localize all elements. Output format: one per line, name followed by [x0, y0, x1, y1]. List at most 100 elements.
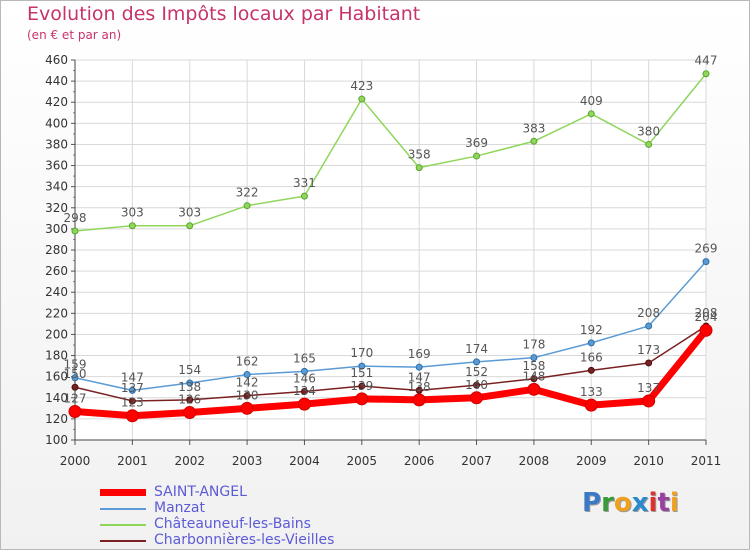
point-chateauneuf-les-bains-2007 [473, 152, 481, 160]
data-label-manzat-2003: 162 [236, 355, 259, 369]
point-charbonnieres-les-vieilles-2003 [243, 392, 251, 400]
y-tick-label-340: 340 [45, 180, 68, 194]
logo-letter-1: r [601, 488, 614, 518]
y-tick-label-460: 460 [45, 53, 68, 67]
point-chateauneuf-les-bains-2004 [300, 192, 308, 200]
y-tick-label-280: 280 [45, 243, 68, 257]
data-label-saint-angel-2007: 140 [465, 378, 488, 392]
y-tick-label-400: 400 [45, 116, 68, 130]
data-label-chateauneuf-les-bains-2006: 358 [408, 148, 431, 162]
data-label-chateauneuf-les-bains-2004: 331 [293, 176, 316, 190]
point-saint-angel-2003 [240, 401, 254, 415]
point-saint-angel-2004 [297, 397, 311, 411]
y-tick-label-420: 420 [45, 95, 68, 109]
data-label-charbonnieres-les-vieilles-2002: 138 [178, 380, 201, 394]
data-label-saint-angel-2004: 134 [293, 384, 316, 398]
point-chateauneuf-les-bains-2002 [186, 222, 194, 230]
x-tick-label-2010: 2010 [633, 454, 664, 468]
point-saint-angel-2010 [642, 394, 656, 408]
point-manzat-2002 [186, 379, 194, 387]
data-label-manzat-2001: 147 [121, 370, 144, 384]
data-label-manzat-2005: 170 [350, 346, 373, 360]
x-tick-label-2007: 2007 [461, 454, 492, 468]
point-chateauneuf-les-bains-2009 [587, 110, 595, 118]
x-tick-label-2005: 2005 [347, 454, 378, 468]
point-charbonnieres-les-vieilles-2005 [358, 382, 366, 390]
chart-title: Evolution des Impôts locaux par Habitant [27, 3, 421, 25]
data-label-chateauneuf-les-bains-2005: 423 [350, 79, 373, 93]
y-tick-label-160: 160 [45, 370, 68, 384]
point-saint-angel-2000 [68, 405, 82, 418]
logo-letter-0: P [582, 488, 602, 518]
series-line-charbonnieres-les-vieilles [74, 325, 707, 402]
y-tick-label-320: 320 [45, 201, 68, 215]
point-saint-angel-2005 [355, 392, 369, 406]
x-tick-label-2003: 2003 [232, 454, 263, 468]
point-manzat-2008 [530, 354, 538, 362]
legend-label-charbonnieres: Charbonnières-les-Vieilles [154, 532, 335, 548]
point-manzat-2001 [128, 386, 136, 394]
data-label-charbonnieres-les-vieilles-2003: 142 [236, 376, 259, 390]
data-label-manzat-2009: 192 [580, 323, 603, 337]
point-manzat-2007 [473, 358, 481, 366]
point-manzat-2004 [300, 367, 308, 375]
data-label-manzat-2000: 159 [64, 358, 87, 372]
point-charbonnieres-les-vieilles-2001 [128, 397, 136, 405]
legend-item-saint-angel: SAINT-ANGEL [100, 484, 400, 500]
data-label-charbonnieres-les-vieilles-2011: 208 [695, 306, 718, 320]
y-tick-label-220: 220 [45, 306, 68, 320]
data-label-saint-angel-2005: 139 [350, 379, 373, 393]
data-label-chateauneuf-les-bains-2011: 447 [695, 54, 718, 68]
data-label-chateauneuf-les-bains-2008: 383 [522, 121, 545, 135]
point-chateauneuf-les-bains-2010 [645, 140, 653, 148]
point-charbonnieres-les-vieilles-2010 [645, 359, 653, 367]
data-label-manzat-2002: 154 [178, 363, 201, 377]
legend: SAINT-ANGEL Manzat Châteauneuf-les-Bains… [100, 484, 400, 548]
x-tick-label-2002: 2002 [174, 454, 205, 468]
series-line-saint-angel [74, 328, 709, 420]
legend-swatch-manzat [100, 508, 146, 510]
series-line-manzat [74, 261, 707, 392]
data-label-charbonnieres-les-vieilles-2010: 173 [637, 343, 660, 357]
data-label-saint-angel-2011: 204 [695, 310, 718, 324]
y-tick-label-140: 140 [45, 391, 68, 405]
point-charbonnieres-les-vieilles-2000 [71, 383, 79, 391]
legend-swatch-saint-angel [100, 489, 146, 496]
point-chateauneuf-les-bains-2011 [702, 70, 710, 78]
legend-swatch-charbonnieres [100, 540, 146, 542]
data-label-chateauneuf-les-bains-2001: 303 [121, 206, 144, 220]
data-label-saint-angel-2003: 130 [236, 388, 259, 402]
data-label-manzat-2010: 208 [637, 306, 660, 320]
point-manzat-2010 [645, 322, 653, 330]
y-tick-label-200: 200 [45, 327, 68, 341]
proxiti-logo: Proxiti [582, 488, 679, 518]
point-charbonnieres-les-vieilles-2009 [587, 366, 595, 374]
y-tick-label-240: 240 [45, 285, 68, 299]
point-saint-angel-2002 [183, 406, 197, 420]
point-chateauneuf-les-bains-2008 [530, 137, 538, 145]
point-saint-angel-2009 [584, 398, 598, 412]
y-tick-label-440: 440 [45, 74, 68, 88]
data-label-charbonnieres-les-vieilles-2004: 146 [293, 371, 316, 385]
y-tick-label-360: 360 [45, 159, 68, 173]
x-tick-label-2004: 2004 [289, 454, 320, 468]
point-manzat-2003 [243, 371, 251, 379]
logo-letter-3: x [631, 488, 649, 518]
point-saint-angel-2007 [470, 391, 484, 405]
logo-letter-2: o [613, 488, 632, 518]
point-saint-angel-2011 [699, 323, 713, 337]
data-label-charbonnieres-les-vieilles-2006: 147 [408, 370, 431, 384]
point-manzat-2006 [415, 363, 423, 371]
logo-letter-4: i [648, 488, 658, 518]
series-line-chateauneuf-les-bains [74, 73, 707, 232]
data-label-chateauneuf-les-bains-2000: 298 [64, 211, 87, 225]
point-charbonnieres-les-vieilles-2002 [186, 396, 194, 404]
legend-label-chateauneuf: Châteauneuf-les-Bains [154, 516, 311, 532]
x-tick-label-2001: 2001 [117, 454, 148, 468]
legend-item-chateauneuf: Châteauneuf-les-Bains [100, 516, 400, 532]
data-label-chateauneuf-les-bains-2010: 380 [637, 124, 660, 138]
point-manzat-2009 [587, 339, 595, 347]
legend-swatch-chateauneuf [100, 524, 146, 526]
legend-label-manzat: Manzat [154, 500, 205, 516]
